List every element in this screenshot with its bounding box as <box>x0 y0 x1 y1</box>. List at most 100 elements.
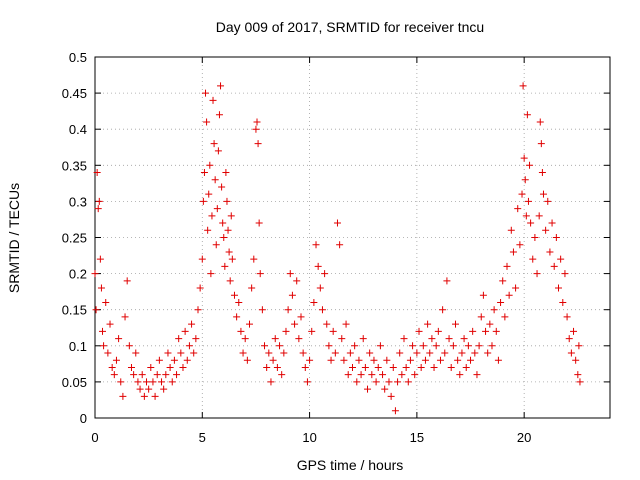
data-point <box>233 313 241 321</box>
data-point <box>106 320 114 328</box>
data-point <box>357 371 365 379</box>
data-point <box>575 342 583 350</box>
data-point <box>526 161 534 169</box>
data-point <box>200 169 208 177</box>
data-point <box>123 277 131 285</box>
data-point <box>297 313 305 321</box>
data-point <box>426 349 434 357</box>
data-point <box>280 349 288 357</box>
data-point <box>471 349 479 357</box>
data-point <box>359 335 367 343</box>
data-point <box>263 363 271 371</box>
data-point <box>370 356 378 364</box>
data-point <box>389 363 397 371</box>
data-point <box>158 378 166 386</box>
data-point <box>136 385 144 393</box>
data-point <box>419 342 427 350</box>
data-point <box>366 349 374 357</box>
data-point <box>557 255 565 263</box>
data-point <box>199 197 207 205</box>
data-point <box>312 241 320 249</box>
data-point <box>155 356 163 364</box>
data-point <box>212 241 220 249</box>
data-point <box>505 291 513 299</box>
data-point <box>132 349 140 357</box>
data-point <box>92 306 100 314</box>
data-point <box>559 298 567 306</box>
data-point <box>355 356 363 364</box>
data-point <box>518 190 526 198</box>
data-point <box>209 96 217 104</box>
data-point <box>299 349 307 357</box>
data-point <box>254 140 262 148</box>
data-point <box>394 378 402 386</box>
data-point <box>411 371 419 379</box>
data-point <box>494 356 502 364</box>
data-point <box>110 371 118 379</box>
x-axis-label: GPS time / hours <box>297 457 404 473</box>
data-point <box>314 262 322 270</box>
data-point <box>308 327 316 335</box>
data-point <box>546 248 554 256</box>
data-point <box>112 356 120 364</box>
data-point <box>449 342 457 350</box>
data-point <box>168 378 176 386</box>
data-point <box>404 378 412 386</box>
data-point <box>282 327 290 335</box>
data-point <box>192 335 200 343</box>
data-point <box>376 342 384 350</box>
data-point <box>516 241 524 249</box>
data-point <box>477 313 485 321</box>
data-point <box>379 371 387 379</box>
data-point <box>336 241 344 249</box>
data-point <box>385 378 393 386</box>
data-point <box>539 190 547 198</box>
data-point <box>149 378 157 386</box>
data-point <box>243 356 251 364</box>
data-point <box>327 356 335 364</box>
data-point <box>368 371 376 379</box>
data-point <box>361 363 369 371</box>
data-point <box>409 342 417 350</box>
data-point <box>256 270 264 278</box>
data-point <box>570 327 578 335</box>
data-point <box>501 313 509 321</box>
data-point <box>271 335 279 343</box>
data-point <box>456 371 464 379</box>
data-point <box>443 277 451 285</box>
data-point <box>364 385 372 393</box>
data-point <box>514 205 522 213</box>
y-tick-label: 0.2 <box>69 267 87 282</box>
data-point <box>278 371 286 379</box>
data-point <box>563 313 571 321</box>
data-point <box>288 291 296 299</box>
data-point <box>391 407 399 415</box>
data-point <box>301 363 309 371</box>
y-tick-label: 0.1 <box>69 339 87 354</box>
data-point <box>94 205 102 213</box>
data-point <box>531 234 539 241</box>
data-point <box>522 212 530 220</box>
data-point <box>206 161 214 169</box>
data-point <box>479 291 487 299</box>
data-point <box>91 270 99 278</box>
data-point <box>237 327 245 335</box>
data-point <box>488 342 496 350</box>
data-point <box>215 111 223 119</box>
data-point <box>183 356 191 364</box>
data-point <box>533 270 541 278</box>
data-point <box>295 335 303 343</box>
data-point <box>396 349 404 357</box>
data-point <box>218 183 226 191</box>
data-point <box>462 363 470 371</box>
data-point <box>217 82 225 90</box>
data-point <box>383 356 391 364</box>
data-point <box>318 306 326 314</box>
data-point <box>125 342 133 350</box>
data-point <box>507 226 515 234</box>
data-point <box>346 349 354 357</box>
data-point <box>344 371 352 379</box>
data-point <box>544 197 552 205</box>
data-point <box>284 306 292 314</box>
y-axis-label: SRMTID / TECUs <box>6 183 22 293</box>
